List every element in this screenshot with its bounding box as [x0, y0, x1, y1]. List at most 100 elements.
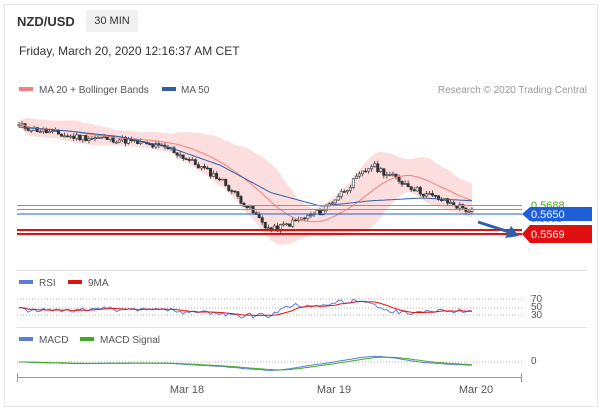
ma20-legend-swatch	[19, 87, 33, 91]
candle-body	[212, 173, 216, 177]
candle-body	[330, 202, 334, 205]
candle-body	[397, 176, 401, 182]
candle-body	[38, 131, 42, 133]
macd-signal-legend-label: MACD Signal	[100, 335, 160, 346]
candle-body	[370, 166, 374, 170]
candle-body	[154, 143, 158, 148]
candle-body	[318, 209, 322, 216]
candle-body	[458, 204, 462, 209]
x-label-mar18: Mar 18	[170, 384, 204, 396]
macd-signal-legend-swatch	[80, 337, 94, 341]
candle-body	[105, 136, 109, 140]
current-price-label: 0.5650	[531, 209, 565, 221]
macd-zero-label: 0	[531, 356, 537, 367]
candle-body	[69, 135, 73, 138]
candle-body	[403, 183, 407, 185]
candle-body	[455, 205, 459, 209]
candle-body	[99, 137, 103, 139]
candle-body	[382, 168, 386, 176]
target-price-label: 0.5569	[531, 229, 565, 241]
candle-body	[263, 221, 267, 229]
candle-body	[66, 135, 70, 138]
candle-body	[288, 223, 292, 227]
candle-body	[126, 138, 130, 144]
forecast-arrow-head	[505, 226, 519, 238]
candle-body	[117, 139, 121, 143]
candle-body	[434, 195, 438, 197]
candle-body	[148, 143, 152, 146]
candle-body	[218, 178, 222, 181]
candle-body	[57, 130, 61, 135]
candle-body	[430, 193, 434, 196]
candle-body	[266, 227, 270, 230]
candle-body	[406, 183, 410, 187]
candle-body	[440, 199, 444, 202]
candle-body	[187, 159, 191, 161]
rsi-ma-line	[18, 300, 472, 317]
candle-body	[424, 193, 428, 197]
candle-body	[29, 129, 33, 132]
candle-body	[123, 137, 127, 144]
candle-body	[400, 181, 404, 185]
candle-body	[26, 128, 30, 131]
rsi-level-30-label: 30	[531, 310, 543, 321]
candle-body	[96, 137, 100, 139]
candle-body	[114, 141, 118, 144]
candle-body	[354, 175, 358, 179]
rsi-ma-legend-label: 9MA	[88, 278, 109, 289]
candle-body	[309, 214, 313, 217]
candle-body	[233, 190, 237, 193]
candle-body	[60, 133, 64, 137]
candle-body	[35, 126, 39, 133]
candle-body	[84, 135, 88, 141]
candle-body	[427, 193, 431, 195]
rsi-level-70-label: 70	[531, 294, 543, 305]
candle-body	[339, 191, 343, 197]
rsi-ma-legend-swatch	[68, 280, 82, 284]
candle-body	[230, 190, 234, 192]
candle-body	[446, 198, 450, 204]
target-price-tag	[522, 225, 592, 243]
candle-body	[418, 187, 422, 195]
candle-body	[78, 134, 82, 141]
ma50-legend-label: MA 50	[181, 85, 210, 96]
candle-body	[63, 135, 67, 138]
candle-body	[449, 202, 453, 204]
candle-body	[306, 214, 310, 219]
bollinger-band	[19, 118, 472, 245]
candle-body	[379, 168, 383, 173]
candle-body	[50, 130, 54, 132]
candle-body	[53, 130, 57, 132]
candle-body	[81, 135, 85, 141]
candle-body	[111, 136, 115, 143]
candle-body	[199, 166, 203, 169]
candle-body	[257, 214, 261, 218]
x-label-mar19: Mar 19	[317, 384, 351, 396]
timeframe-badge[interactable]: 30 MIN	[86, 10, 138, 32]
current-price-tag	[522, 207, 592, 221]
candle-body	[376, 163, 380, 173]
candle-body	[75, 134, 79, 139]
candle-body	[461, 204, 465, 209]
ma20-legend-label: MA 20 + Bollinger Bands	[39, 85, 149, 96]
chart-datetime: Friday, March 20, 2020 12:16:37 AM CET	[19, 44, 240, 58]
candle-body	[300, 217, 304, 220]
candle-body	[467, 210, 471, 213]
candle-body	[196, 164, 200, 169]
macd-signal-line	[19, 356, 473, 371]
candle-body	[336, 196, 340, 201]
candle-body	[342, 191, 346, 193]
candle-body	[236, 191, 240, 197]
macd-legend-label: MACD	[39, 335, 68, 346]
ma50-line	[18, 126, 473, 207]
candle-body	[345, 190, 349, 193]
candle-body	[291, 219, 295, 227]
candle-body	[178, 154, 182, 157]
candle-body	[385, 174, 389, 176]
candle-body	[17, 124, 21, 127]
candle-body	[215, 173, 219, 180]
candle-body	[175, 152, 179, 156]
candle-body	[391, 173, 395, 176]
research-credit: Research © 2020 Trading Central	[438, 85, 587, 96]
